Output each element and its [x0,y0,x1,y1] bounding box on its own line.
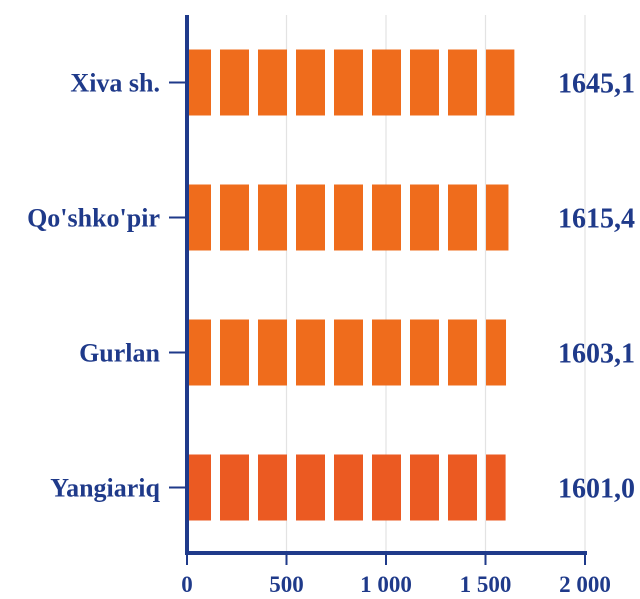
category-label: Xiva sh. [70,69,160,98]
category-label: Qo'shko'pir [27,204,160,233]
bar-segment [296,49,325,116]
bar-segment [410,319,439,386]
bar-segment [296,319,325,386]
bar-segment [448,184,477,251]
bar-segment [220,319,249,386]
bar-segment [296,454,325,521]
bar-segment [410,454,439,521]
bar-segment [334,184,363,251]
bar-segment [486,454,506,521]
bar-segment [486,319,507,386]
axes [169,15,587,565]
category-label: Gurlan [79,339,160,368]
bar-segment [187,319,211,386]
bar-segment [372,319,401,386]
bar-segment [372,454,401,521]
bar-segment [486,184,509,251]
x-tick-label: 1 500 [460,572,512,597]
bar-segment [448,319,477,386]
bar-segment [187,454,211,521]
bar-segment [258,454,287,521]
bar-segment [334,454,363,521]
x-tick-label: 1 000 [360,572,412,597]
x-tick-label: 2 000 [559,572,611,597]
bar-segment [334,49,363,116]
bar-segment [410,49,439,116]
bar-segment [334,319,363,386]
value-label: 1615,4 [558,204,635,235]
bar-segment [187,184,211,251]
bar [187,319,507,386]
category-label: Yangiariq [50,474,160,503]
bar-segment [372,49,401,116]
bar-segment [410,184,439,251]
bars [187,49,515,521]
bar-segment [486,49,515,116]
bar-segment [258,319,287,386]
x-tick-label: 0 [181,572,193,597]
bar [187,49,515,116]
bar-segment [448,49,477,116]
bar [187,454,506,521]
labels: Xiva sh. 1645,1 Qo'shko'pir 1615,4 Gurlan 160… [27,69,635,598]
bar [187,184,509,251]
bar-segment [187,49,211,116]
value-label: 1601,0 [558,474,635,505]
value-label: 1603,1 [558,339,635,370]
bar-segment [296,184,325,251]
bar-segment [258,49,287,116]
x-tick-label: 500 [269,572,304,597]
bar-segment [220,49,249,116]
bar-segment [372,184,401,251]
bar-segment [258,184,287,251]
bar-segment [220,454,249,521]
bar-segment [220,184,249,251]
value-label: 1645,1 [558,69,635,100]
bar-segment [448,454,477,521]
